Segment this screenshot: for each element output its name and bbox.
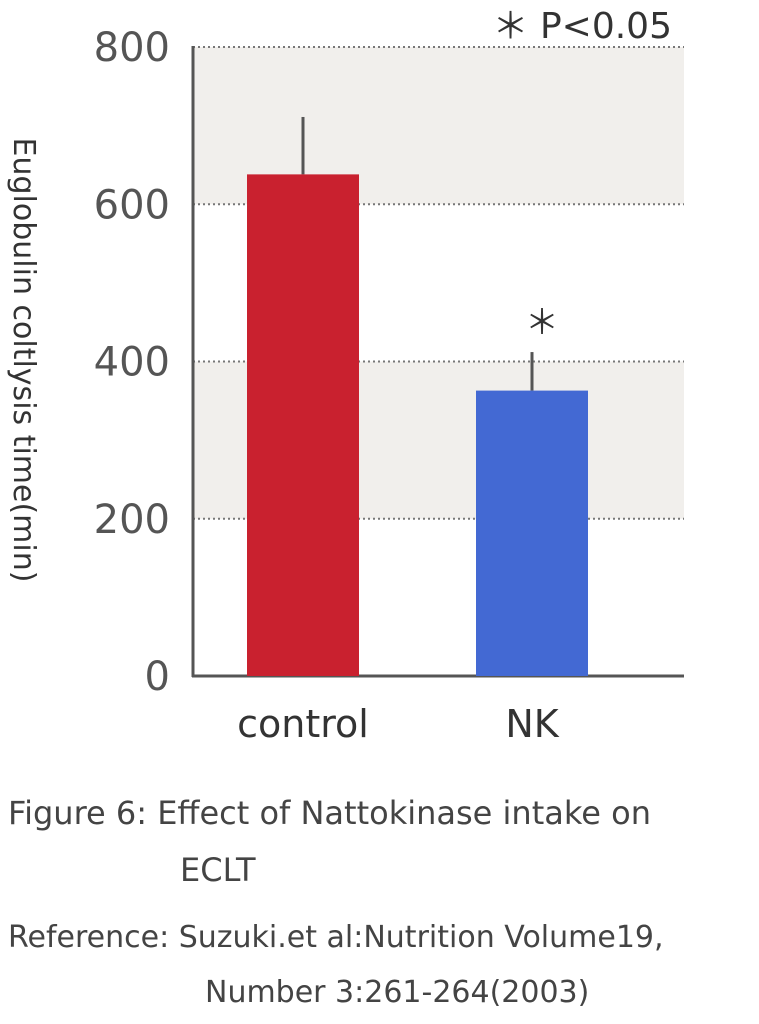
significance-mark: ＊	[525, 303, 559, 343]
bar-chart: Euglobulin coltlysis time(min) ＊ P<0.05 …	[6, 6, 684, 746]
figure-caption-subtitle: ECLT	[180, 851, 256, 889]
y-axis-label: Euglobulin coltlysis time(min)	[6, 138, 41, 583]
reference-citation-detail: Number 3:261-264(2003)	[205, 975, 590, 1010]
y-tick-label: 600	[94, 182, 170, 228]
y-tick-label: 200	[94, 497, 170, 543]
bar-nk	[476, 390, 588, 676]
significance-legend: ＊ P<0.05	[493, 6, 672, 47]
y-tick-label: 0	[145, 654, 170, 700]
y-tick-label: 800	[94, 25, 170, 71]
figure-caption-title: Figure 6: Effect of Nattokinase intake o…	[8, 794, 651, 832]
y-tick-label: 400	[94, 340, 170, 386]
x-category-label: NK	[505, 702, 559, 746]
bar-control	[247, 174, 359, 676]
x-category-label: control	[237, 702, 369, 746]
reference-citation: Reference: Suzuki.et al:Nutrition Volume…	[8, 920, 664, 955]
